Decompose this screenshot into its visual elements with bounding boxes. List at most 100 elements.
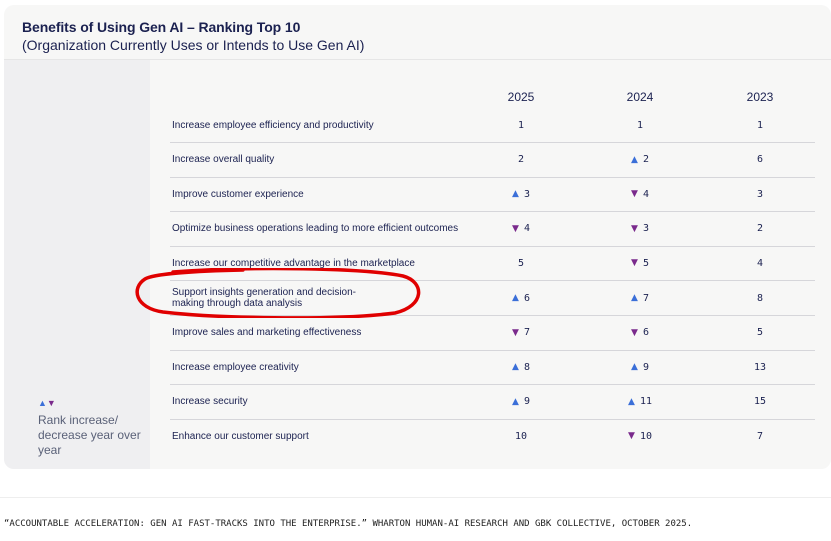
rank-value: 2 [517, 154, 525, 166]
rank-cell-2023: 3 [730, 177, 790, 211]
source-citation: “ACCOUNTABLE ACCELERATION: GEN AI FAST-T… [4, 519, 693, 529]
rank-value: 9 [642, 361, 649, 373]
row-label: Enhance our customer support [172, 430, 309, 442]
ranking-table: 2025 2024 2023 Increase employee efficie… [150, 60, 831, 469]
table-row: Increase employee efficiency and product… [170, 108, 815, 143]
row-label: Increase employee efficiency and product… [172, 119, 374, 131]
rank-cell-2023: 2 [730, 212, 790, 246]
rank-value: 10 [639, 430, 652, 442]
row-label: Improve customer experience [172, 188, 304, 200]
row-label: Support insights generation and decision… [172, 287, 357, 309]
rank-value: 4 [756, 257, 764, 269]
rank-up-icon: ▲ [512, 362, 519, 373]
rank-down-icon: ▼ [512, 327, 519, 338]
rank-cell-2025: ▼ 7 [491, 316, 551, 350]
rank-cell-2025: ▲ 9 [491, 385, 551, 419]
row-label: Increase employee creativity [172, 361, 299, 373]
rank-down-icon: ▼ [628, 431, 635, 442]
rank-cell-2023: 7 [730, 419, 790, 453]
rank-down-icon: ▼ [631, 258, 638, 269]
table-row: Increase our competitive advantage in th… [170, 246, 815, 282]
rank-cell-2024: ▼ 4 [610, 177, 670, 211]
highlight-annotation-oval [135, 268, 421, 318]
rank-cell-2024: ▼ 5 [610, 246, 670, 280]
rank-cell-2023: 15 [730, 385, 790, 419]
rank-up-icon: ▲ [512, 293, 519, 303]
rank-value: 1 [636, 119, 644, 131]
table-row: Support insights generation and decision… [170, 281, 815, 316]
rank-cell-2024: ▲ 9 [610, 350, 670, 384]
footer-divider [0, 497, 831, 498]
rank-up-icon: ▲ [628, 396, 635, 407]
rank-cell-2023: 6 [730, 143, 790, 177]
rank-cell-2024: ▲ 7 [610, 281, 670, 315]
table-row: Increase security ▲ 9 ▲ 11 15 [170, 385, 815, 420]
rank-cell-2023: 5 [730, 316, 790, 350]
rank-value: 3 [642, 223, 649, 235]
rank-value: 3 [756, 188, 764, 200]
column-header-2025: 2025 [507, 90, 535, 104]
rank-value: 7 [642, 292, 649, 304]
row-label: Increase overall quality [172, 154, 275, 166]
rank-value: 2 [756, 223, 764, 235]
rank-value: 6 [523, 292, 530, 304]
rank-down-icon: ▼ [631, 189, 638, 200]
column-header-2023: 2023 [746, 90, 774, 104]
table-row: Increase overall quality 2 ▲ 2 6 [170, 143, 815, 178]
rank-value: 6 [642, 327, 649, 339]
legend-sidebar: ▲▼ Rank increase/ decrease year over yea… [4, 60, 150, 469]
rank-value: 1 [517, 119, 525, 131]
rank-value: 5 [517, 257, 525, 269]
rank-value: 5 [642, 257, 649, 269]
rank-cell-2025: ▼ 4 [491, 212, 551, 246]
rank-value: 15 [753, 396, 767, 408]
legend-text: Rank increase/ decrease year over year [38, 413, 141, 457]
rank-up-icon: ▲ [38, 398, 47, 408]
rank-cell-2025: 5 [491, 246, 551, 280]
table-row: Improve sales and marketing effectivenes… [170, 316, 815, 351]
rank-cell-2024: ▲ 11 [610, 385, 670, 419]
rank-value: 3 [523, 188, 530, 200]
row-label: Improve sales and marketing effectivenes… [172, 327, 362, 339]
rank-cell-2024: ▼ 10 [610, 419, 670, 453]
legend-arrows: ▲▼ [38, 398, 56, 408]
rank-value: 13 [753, 361, 767, 373]
rank-value: 1 [756, 119, 764, 131]
rank-cell-2025: 10 [491, 419, 551, 453]
rank-cell-2023: 13 [730, 350, 790, 384]
rank-value: 7 [756, 430, 764, 442]
table-row: Improve customer experience ▲ 3 ▼ 4 3 [170, 177, 815, 213]
rank-cell-2025: ▲ 6 [491, 281, 551, 315]
rank-cell-2024: ▼ 3 [610, 212, 670, 246]
rank-value: 8 [523, 361, 530, 373]
rank-value: 10 [514, 430, 528, 442]
rank-value: 4 [523, 223, 530, 235]
row-label: Increase our competitive advantage in th… [172, 257, 415, 269]
table-row: Optimize business operations leading to … [170, 212, 815, 247]
rank-value: 5 [756, 327, 764, 339]
row-label: Increase security [172, 396, 248, 408]
rank-down-icon: ▼ [512, 223, 519, 234]
rank-value: 6 [756, 154, 764, 166]
rank-cell-2024: ▲ 2 [610, 143, 670, 177]
row-label: Optimize business operations leading to … [172, 223, 459, 235]
table-row: Increase employee creativity ▲ 8 ▲ 9 13 [170, 350, 815, 386]
rank-up-icon: ▲ [631, 154, 638, 165]
rank-value: 4 [642, 188, 649, 200]
table-row: Enhance our customer support 10 ▼ 10 7 [170, 419, 815, 453]
rank-up-icon: ▲ [631, 293, 638, 303]
rank-cell-2023: 8 [730, 281, 790, 315]
card-header: Benefits of Using Gen AI – Ranking Top 1… [4, 5, 831, 60]
rank-cell-2023: 4 [730, 246, 790, 280]
rank-value: 7 [523, 327, 530, 339]
ranking-card: Benefits of Using Gen AI – Ranking Top 1… [4, 5, 831, 469]
rank-cell-2024: 1 [610, 108, 670, 142]
highlight-annotation [135, 268, 421, 318]
column-header-2024: 2024 [626, 90, 654, 104]
rank-up-icon: ▲ [512, 396, 519, 407]
rank-cell-2025: 1 [491, 108, 551, 142]
rank-down-icon: ▼ [631, 223, 638, 234]
rank-up-icon: ▲ [512, 189, 519, 200]
chart-title: Benefits of Using Gen AI – Ranking Top 1… [22, 19, 301, 35]
rank-down-icon: ▼ [46, 398, 56, 408]
